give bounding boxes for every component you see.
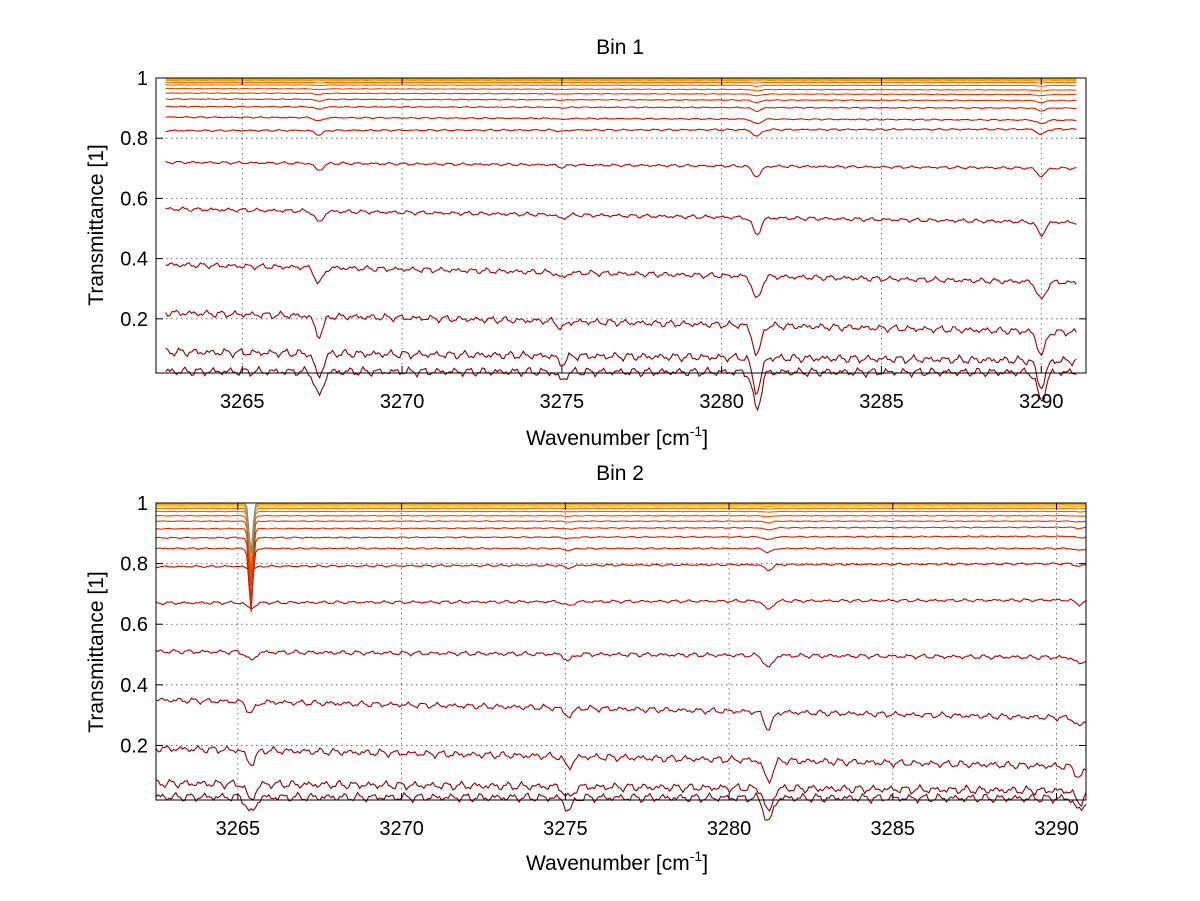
- series-line: [165, 365, 1077, 412]
- x-tick-label: 3265: [216, 818, 261, 840]
- x-tick-labels: 3265 3270 3275 3280 3285 3290: [216, 503, 1079, 840]
- x-tick-label: 3270: [380, 391, 425, 413]
- series-line: [155, 507, 1087, 564]
- series-line: [156, 526, 1087, 599]
- series-line: [155, 520, 1087, 586]
- y-tick-label: 0.2: [120, 735, 148, 757]
- x-axis-label: Wavenumber [cm-1]: [526, 848, 708, 875]
- y-tick-label: 0.6: [120, 188, 148, 210]
- series-line: [165, 262, 1077, 300]
- series-line: [155, 791, 1087, 821]
- x-tick-labels: 3265 3270 3275 3280 3285 3290: [220, 78, 1064, 413]
- series-line: [155, 597, 1087, 610]
- series-line: [156, 503, 1087, 557]
- series-line: [155, 778, 1087, 813]
- y-tick-label: 0.8: [120, 554, 148, 576]
- series-line: [155, 535, 1087, 609]
- x-tick-label: 3275: [543, 818, 588, 840]
- series-lines: [165, 77, 1077, 412]
- series-line: [165, 127, 1077, 137]
- x-tick-label: 3280: [707, 818, 752, 840]
- x-axis-label-tail: ]: [702, 852, 708, 875]
- chart-title: Bin 1: [596, 36, 644, 59]
- plot-frame: [155, 502, 1087, 801]
- x-tick-label: 3265: [220, 391, 265, 413]
- x-axis-label-tail: ]: [702, 427, 708, 450]
- series-line: [156, 505, 1087, 559]
- series-line: [155, 648, 1087, 668]
- series-lines: [155, 502, 1087, 821]
- y-tick-label: 0.6: [120, 614, 148, 636]
- y-tick-label: 1: [137, 68, 148, 90]
- x-tick-label: 3290: [1034, 818, 1079, 840]
- y-tick-label: 0.4: [120, 249, 148, 271]
- series-line: [165, 98, 1077, 104]
- series-line: [165, 116, 1077, 125]
- series-line: [155, 547, 1087, 613]
- x-axis-label-superscript: -1: [690, 423, 703, 439]
- subplot-bin-2: Bin 2 3265 3270 3275 3280 3285 3290 0.2 0.4 0.6…: [85, 462, 1087, 875]
- series-line: [165, 347, 1077, 396]
- x-tick-label: 3285: [871, 818, 916, 840]
- y-axis-label: Transmittance [1]: [85, 571, 108, 732]
- series-line: [165, 78, 1077, 81]
- series-line: [155, 697, 1087, 731]
- x-tick-label: 3280: [699, 391, 744, 413]
- series-line: [165, 84, 1077, 87]
- grid-lines: [156, 502, 1086, 800]
- plot-frame: [155, 77, 1087, 374]
- series-line: [165, 81, 1077, 84]
- x-axis-label: Wavenumber [cm-1]: [526, 423, 708, 450]
- y-tick-label: 1: [137, 493, 148, 515]
- chart-title: Bin 2: [596, 462, 644, 485]
- x-tick-label: 3285: [859, 391, 904, 413]
- y-tick-label: 0.8: [120, 128, 148, 150]
- y-tick-label: 0.4: [120, 675, 148, 697]
- x-tick-label: 3290: [1019, 391, 1064, 413]
- x-tick-label: 3275: [540, 391, 585, 413]
- series-line: [165, 206, 1077, 238]
- y-axis-label: Transmittance [1]: [85, 144, 108, 305]
- grid-lines: [156, 77, 1086, 373]
- x-tick-label: 3270: [379, 818, 424, 840]
- y-tick-label: 0.2: [120, 309, 148, 331]
- series-line: [165, 87, 1077, 92]
- series-line: [155, 514, 1087, 576]
- series-line: [165, 105, 1077, 113]
- series-line: [165, 160, 1077, 178]
- series-line: [156, 562, 1087, 572]
- y-tick-labels: 0.2 0.4 0.6 0.8 1: [120, 493, 1086, 757]
- series-line: [165, 79, 1077, 82]
- y-tick-labels: 0.2 0.4 0.6 0.8 1: [120, 68, 1086, 331]
- x-axis-label-superscript: -1: [690, 848, 703, 864]
- series-line: [165, 92, 1077, 97]
- series-line: [155, 510, 1087, 569]
- subplot-bin-1: Bin 1 3265 3270 3275 3280 3285 3290 0.2 0.4 0.6…: [85, 36, 1087, 450]
- series-line: [155, 744, 1087, 785]
- series-line: [165, 309, 1077, 357]
